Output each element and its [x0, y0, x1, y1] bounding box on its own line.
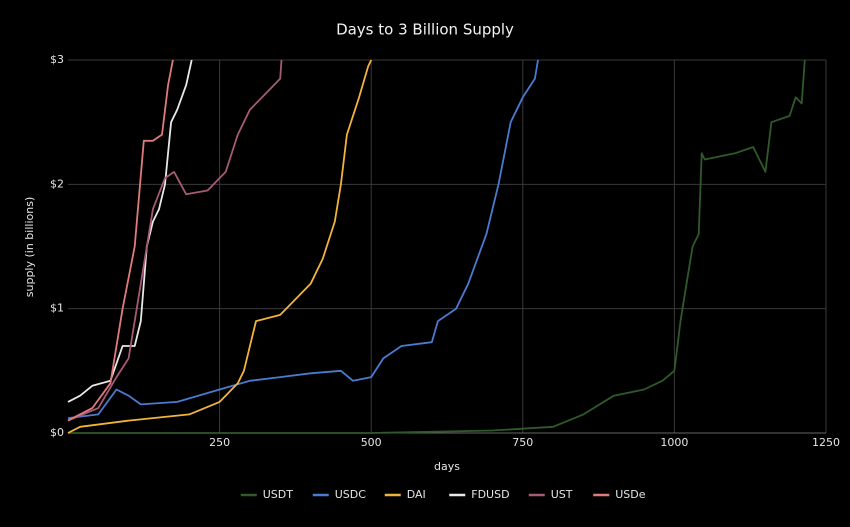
series-line [68, 59, 806, 434]
series-line [67, 59, 283, 422]
legend-label: USDC [335, 488, 367, 501]
y-tick-label: $1 [50, 302, 64, 315]
y-axis-label: supply (in billions) [23, 197, 36, 297]
x-tick-label: 1250 [812, 436, 840, 449]
legend-label: USDT [263, 488, 294, 501]
chart-title: Days to 3 Billion Supply [336, 21, 514, 39]
y-tick-label: $0 [50, 426, 64, 439]
x-tick-label: 750 [512, 436, 533, 449]
series-line [67, 59, 174, 422]
x-tick-label: 250 [209, 436, 230, 449]
legend-label: DAI [407, 488, 426, 501]
x-tick-label: 1000 [660, 436, 688, 449]
legend-label: FDUSD [471, 488, 509, 501]
legend-label: UST [551, 488, 573, 501]
y-tick-label: $2 [50, 177, 64, 190]
y-tick-label: $3 [50, 53, 64, 66]
series-line [67, 59, 373, 434]
legend-label: USDe [615, 488, 646, 501]
x-tick-label: 500 [361, 436, 382, 449]
series-line [67, 59, 539, 419]
x-axis-label: days [434, 460, 460, 473]
